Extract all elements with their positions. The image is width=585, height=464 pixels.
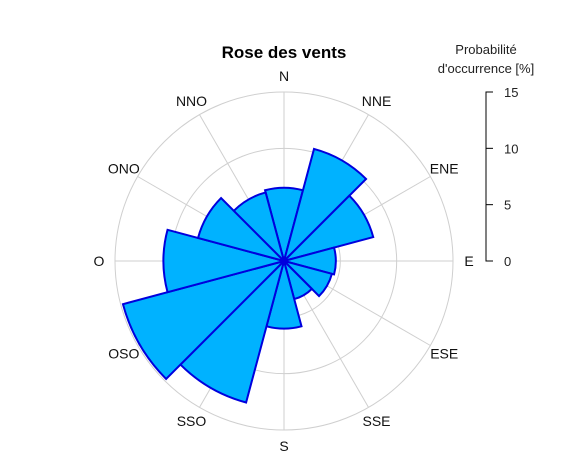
sector-E (280, 246, 337, 276)
direction-labels: N NNE ENE E ESE SSE S SSO OSO O ONO NNO (94, 68, 474, 454)
direction-label-ENE: ENE (430, 161, 459, 177)
sector-ONO (196, 196, 288, 263)
scale-tick-label-10: 10 (504, 141, 518, 156)
scale-tick-label-15: 15 (504, 85, 518, 100)
direction-label-NNO: NNO (176, 93, 207, 109)
scale-title-line-1: Probabilité (455, 42, 516, 57)
direction-label-NNE: NNE (362, 93, 392, 109)
direction-label-SSE: SSE (362, 413, 390, 429)
direction-label-OSO: OSO (108, 346, 139, 362)
scale-tick-label-5: 5 (504, 198, 511, 213)
chart-title: Rose des vents (222, 43, 347, 62)
sector-NNE (282, 147, 368, 265)
sector-ENE (280, 194, 375, 263)
direction-label-SSO: SSO (177, 413, 207, 429)
direction-label-ESE: ESE (430, 346, 458, 362)
scale-title-line-2: d'occurrence [%] (438, 61, 534, 76)
direction-label-N: N (279, 68, 289, 84)
scale-axis-line (485, 91, 493, 262)
sector-OSO (121, 259, 288, 381)
sector-O (162, 228, 288, 294)
probability-scale: Probabilité d'occurrence [%] 0 5 10 15 (438, 42, 534, 269)
scale-ticks: 0 5 10 15 (485, 85, 518, 269)
scale-tick-label-0: 0 (504, 254, 511, 269)
wind-sectors (121, 147, 375, 404)
sector-NNO (232, 191, 286, 265)
direction-label-S: S (279, 438, 288, 454)
direction-label-O: O (94, 253, 105, 269)
direction-label-ONO: ONO (108, 161, 140, 177)
direction-label-E: E (464, 253, 473, 269)
sector-ESE (280, 259, 334, 298)
